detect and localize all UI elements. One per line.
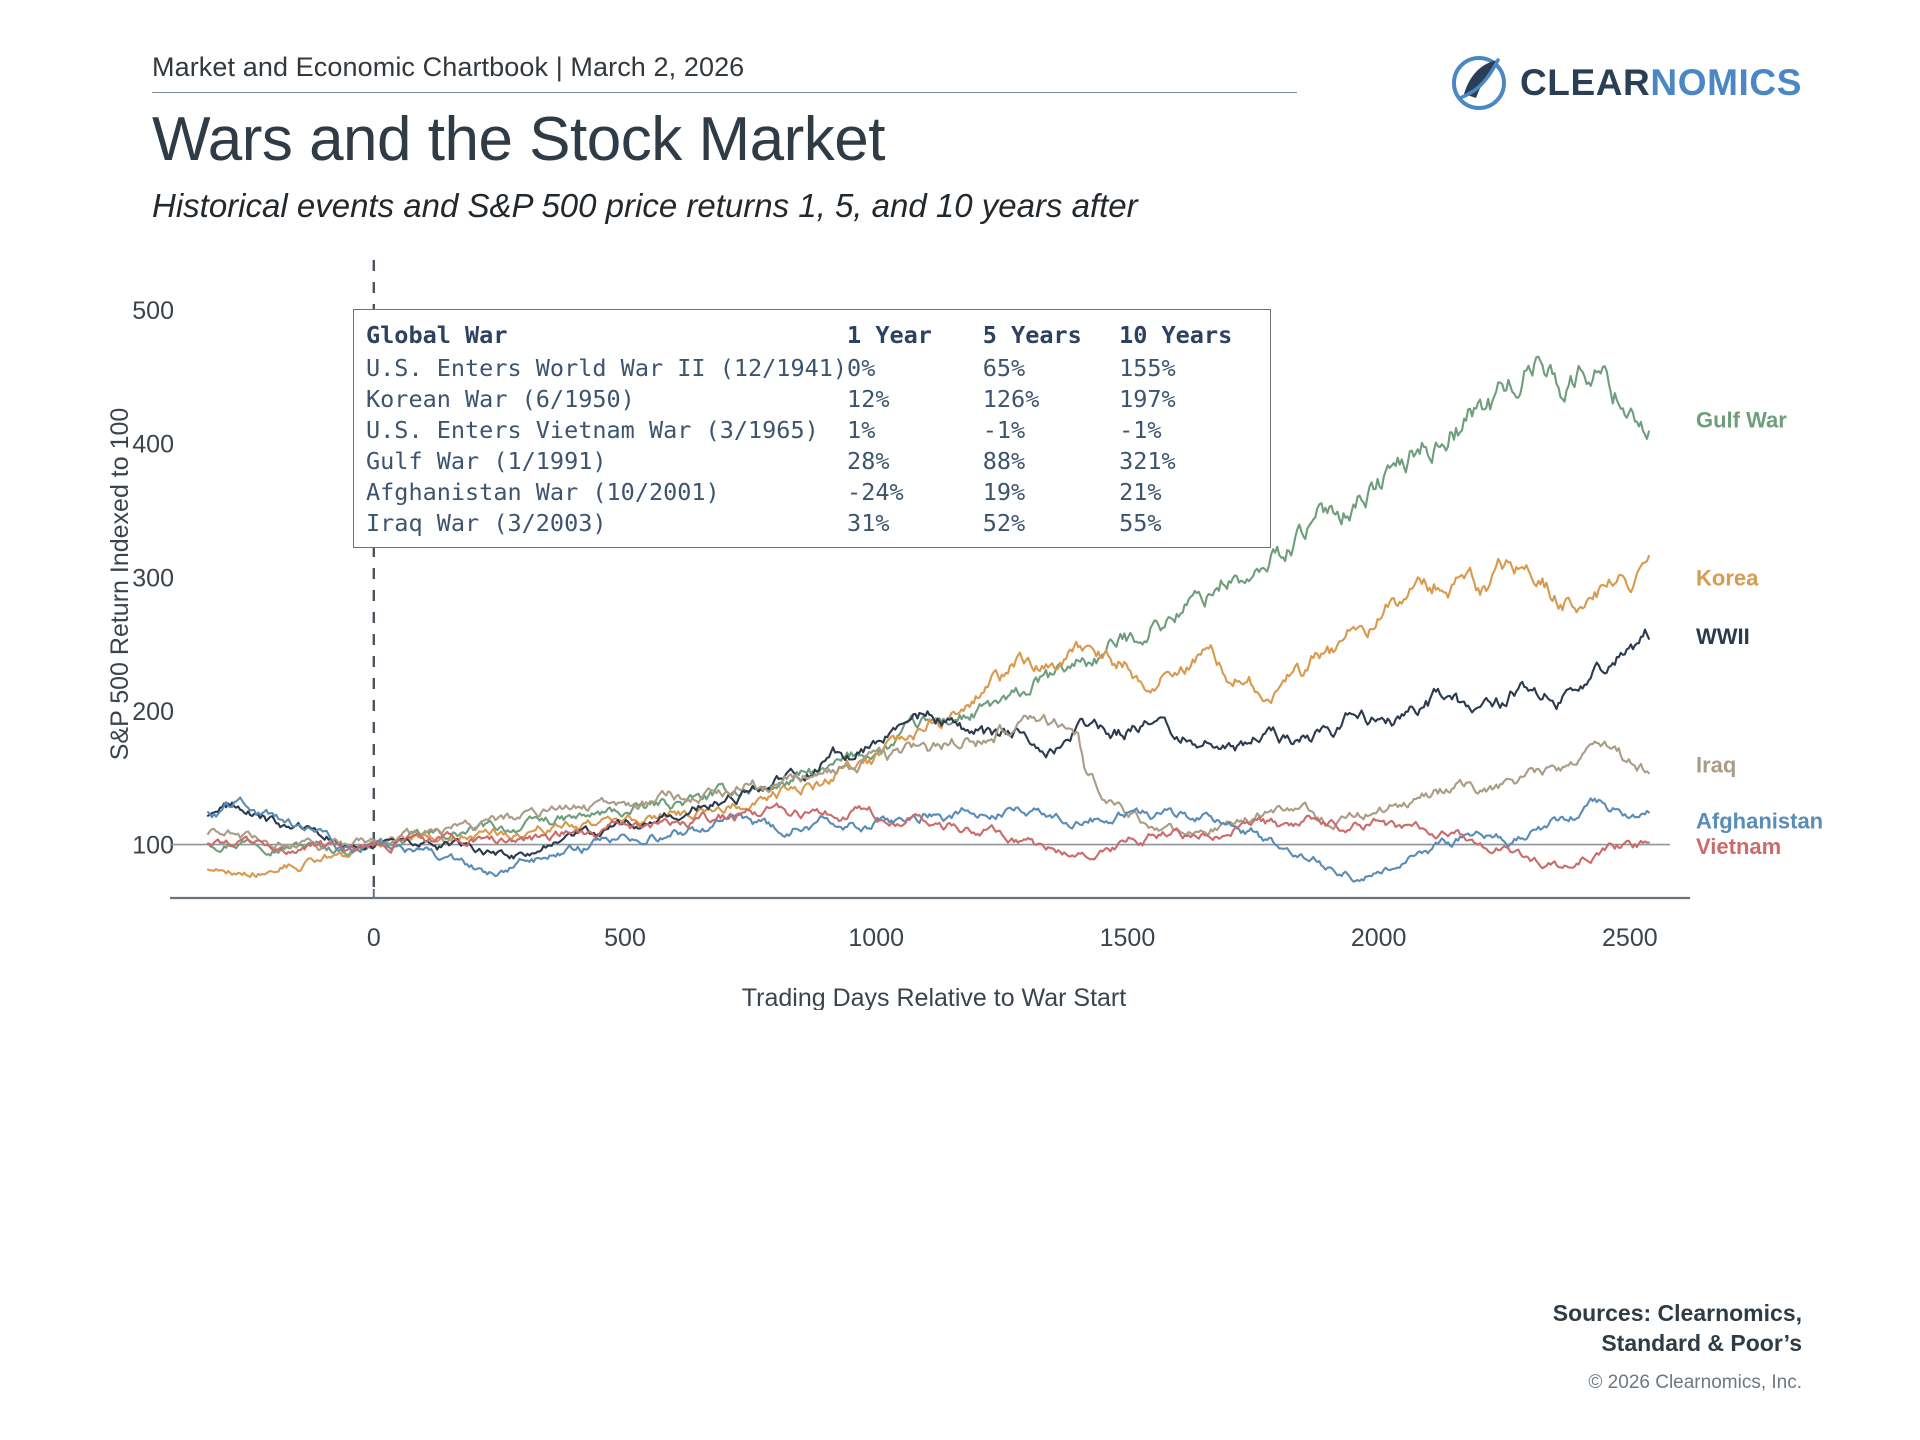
war-returns-table: Global War 1 Year 5 Years 10 Years U.S. …	[353, 309, 1271, 548]
y-tick-200: 200	[132, 698, 174, 726]
clearnomics-swoosh-icon	[1451, 56, 1506, 110]
y-tick-400: 400	[132, 431, 174, 459]
return-1-year: 0%	[847, 353, 876, 382]
return-10-years: 55%	[1119, 508, 1162, 537]
logo-wordmark: CLEARNOMICS	[1520, 62, 1802, 104]
return-1-year: -24%	[847, 477, 904, 506]
column-header-1-year: 1 Year	[847, 321, 932, 349]
y-tick-500: 500	[132, 297, 174, 325]
copyright-note: © 2026 Clearnomics, Inc.	[1588, 1372, 1802, 1393]
returns-table: Global War 1 Year 5 Years 10 Years U.S. …	[366, 319, 1256, 538]
return-1-year: 12%	[847, 384, 890, 413]
war-name: Afghanistan War (10/2001)	[366, 477, 720, 506]
return-5-years: 65%	[982, 353, 1026, 382]
return-10-years: 197%	[1119, 384, 1176, 413]
return-10-years: -1%	[1119, 415, 1162, 444]
return-10-years: 155%	[1119, 353, 1176, 382]
return-1-year: 1%	[847, 415, 876, 444]
return-10-years: 321%	[1119, 446, 1176, 475]
table-row: Korean War (6/1950) 12% 126% 197%	[366, 383, 1256, 414]
sources-note: Sources: Clearnomics, Standard & Poor’s	[1553, 1299, 1802, 1358]
y-tick-300: 300	[132, 564, 174, 592]
sources-line-2: Standard & Poor’s	[1601, 1329, 1802, 1356]
wars-stock-market-line-chart: 100 200 300 400 500 0 500 1000 1500 2000 2500 Gul…	[106, 250, 1823, 1010]
page-title: Wars and the Stock Market	[152, 105, 885, 174]
table-header: Global War 1 Year 5 Years 10 Years	[366, 319, 1256, 352]
series-label-wwii: WWII	[1696, 624, 1750, 649]
page-subtitle: Historical events and S&P 500 price retu…	[152, 186, 1138, 224]
table-row: Afghanistan War (10/2001) -24% 19% 21%	[366, 476, 1256, 507]
table-body: U.S. Enters World War II (12/1941) 0% 65% 1…	[366, 352, 1256, 538]
return-5-years: 126%	[982, 384, 1040, 413]
war-name: Korean War (6/1950)	[366, 384, 635, 413]
series-label-korea: Korea	[1696, 565, 1759, 590]
clearnomics-logo: CLEARNOMICS	[1450, 52, 1802, 114]
y-axis-tick-labels: 100 200 300 400 500	[132, 297, 174, 859]
x-tick-2000: 2000	[1351, 924, 1407, 952]
y-axis-title: S&P 500 Return Indexed to 100	[106, 408, 134, 761]
war-name: Gulf War (1/1991)	[366, 446, 607, 475]
x-axis-tick-labels: 0 500 1000 1500 2000 2500	[367, 924, 1658, 952]
x-tick-1000: 1000	[848, 924, 904, 952]
table-row: U.S. Enters Vietnam War (3/1965) 1% -1% -1%	[366, 414, 1256, 445]
series-line-wwii	[206, 628, 1650, 860]
table-header-row: Global War 1 Year 5 Years 10 Years	[366, 319, 1256, 352]
series-lines	[206, 355, 1650, 883]
table-row: Gulf War (1/1991) 28% 88% 321%	[366, 445, 1256, 476]
return-5-years: -1%	[982, 415, 1026, 444]
series-line-afghanistan	[206, 796, 1650, 883]
column-header-5-years: 5 Years	[982, 321, 1082, 349]
return-1-year: 31%	[847, 508, 890, 537]
series-label-gulf-war: Gulf War	[1696, 408, 1787, 433]
sources-line-1: Sources: Clearnomics,	[1552, 1300, 1802, 1327]
return-10-years: 21%	[1119, 477, 1162, 506]
return-1-year: 28%	[847, 446, 890, 475]
chartbook-line: Market and Economic Chartbook | March 2,…	[152, 52, 745, 82]
return-5-years: 88%	[982, 446, 1026, 475]
x-tick-2500: 2500	[1602, 924, 1658, 952]
series-line-iraq	[206, 713, 1650, 852]
logo-text-nomics: NOMICS	[1650, 62, 1802, 103]
x-axis-title: Trading Days Relative to War Start	[742, 984, 1126, 1010]
series-label-iraq: Iraq	[1696, 752, 1736, 777]
logo-text-clear: CLEAR	[1519, 62, 1651, 103]
war-name: Iraq War (3/2003)	[366, 508, 607, 537]
x-tick-0: 0	[367, 924, 381, 952]
y-tick-100: 100	[132, 832, 174, 860]
series-label-afghanistan: Afghanistan	[1696, 809, 1823, 834]
column-header-global-war: Global War	[366, 321, 508, 349]
war-name: U.S. Enters World War II (12/1941)	[366, 353, 848, 382]
column-header-10-years: 10 Years	[1119, 321, 1233, 349]
page-header: Market and Economic Chartbook | March 2,…	[152, 52, 1312, 225]
war-name: U.S. Enters Vietnam War (3/1965)	[366, 415, 819, 444]
header-divider	[152, 92, 1297, 93]
series-line-vietnam	[206, 802, 1650, 870]
x-tick-1500: 1500	[1100, 924, 1156, 952]
x-tick-500: 500	[604, 924, 646, 952]
return-5-years: 52%	[982, 508, 1026, 537]
table-row: Iraq War (3/2003) 31% 52% 55%	[366, 507, 1256, 538]
table-row: U.S. Enters World War II (12/1941) 0% 65% 1…	[366, 352, 1256, 383]
chart-container: 100 200 300 400 500 0 500 1000 1500 2000 2500 Gul…	[0, 250, 1920, 1010]
x-axis-line	[170, 889, 1690, 900]
return-5-years: 19%	[982, 477, 1026, 506]
series-label-vietnam: Vietnam	[1696, 834, 1781, 859]
series-line-korea	[206, 554, 1650, 879]
